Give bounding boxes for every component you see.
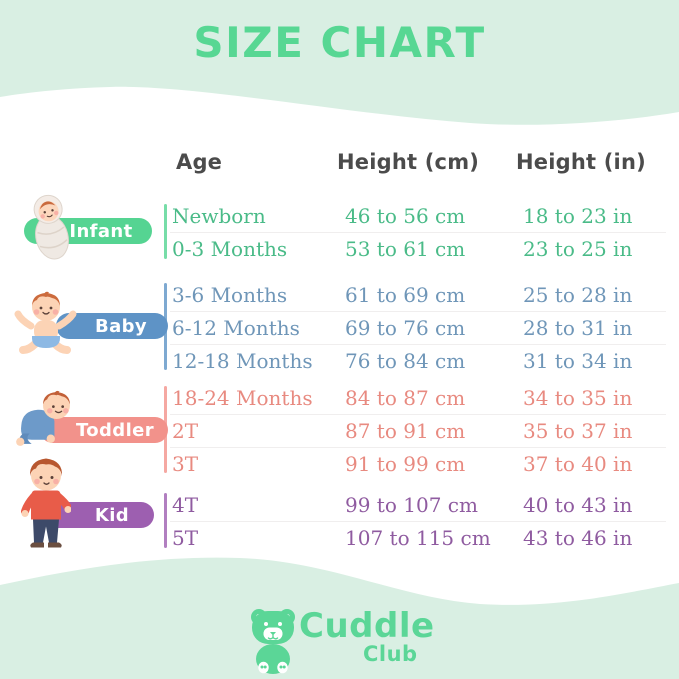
group-accent-line — [164, 493, 167, 548]
table-row: 18-24 Months 84 to 87 cm 34 to 35 in — [170, 382, 666, 414]
group-accent-line — [164, 204, 167, 259]
height-cm-cell: 99 to 107 cm — [345, 493, 478, 517]
size-rows: Newborn 46 to 56 cm 18 to 23 in 0-3 Mont… — [170, 200, 666, 264]
sitting-baby-icon — [14, 291, 77, 354]
height-in-cell: 35 to 37 in — [523, 419, 633, 443]
header-age: Age — [176, 150, 223, 174]
height-cm-cell: 87 to 91 cm — [345, 419, 466, 443]
age-cell: 6-12 Months — [172, 316, 300, 340]
brand-logo: Cuddle Club — [0, 600, 679, 679]
height-in-cell: 43 to 46 in — [523, 526, 633, 550]
height-in-cell: 23 to 25 in — [523, 237, 633, 261]
height-in-cell: 25 to 28 in — [523, 283, 633, 307]
height-cm-cell: 91 to 99 cm — [345, 452, 466, 476]
size-group-infant: Infant Newborn 46 to 56 cm 18 to 23 in 0… — [0, 194, 679, 264]
table-row: 5T 107 to 115 cm 43 to 46 in — [170, 521, 666, 554]
swaddled-infant-icon — [33, 194, 69, 260]
table-row: 6-12 Months 69 to 76 cm 28 to 31 in — [170, 311, 666, 344]
height-cm-cell: 107 to 115 cm — [345, 526, 491, 550]
height-cm-cell: 84 to 87 cm — [345, 386, 466, 410]
height-in-cell: 28 to 31 in — [523, 316, 633, 340]
age-cell: 2T — [172, 419, 199, 443]
size-rows: 18-24 Months 84 to 87 cm 34 to 35 in 2T … — [170, 382, 666, 478]
group-label-text: Toddler — [75, 419, 155, 441]
height-in-cell: 18 to 23 in — [523, 204, 633, 228]
table-row: 3-6 Months 61 to 69 cm 25 to 28 in — [170, 279, 666, 311]
table-header-row: Age Height (cm) Height (in) — [0, 150, 679, 180]
size-rows: 3-6 Months 61 to 69 cm 25 to 28 in 6-12 … — [170, 279, 666, 375]
table-row: 0-3 Months 53 to 61 cm 23 to 25 in — [170, 232, 666, 265]
age-cell: 18-24 Months — [172, 386, 313, 410]
table-row: 2T 87 to 91 cm 35 to 37 in — [170, 414, 666, 447]
crawling-toddler-icon — [16, 390, 70, 446]
table-row: 3T 91 to 99 cm 37 to 40 in — [170, 447, 666, 480]
age-cell: 4T — [172, 493, 199, 517]
table-row: 4T 99 to 107 cm 40 to 43 in — [170, 489, 666, 521]
table-row: Newborn 46 to 56 cm 18 to 23 in — [170, 200, 666, 232]
height-cm-cell: 46 to 56 cm — [345, 204, 466, 228]
height-in-cell: 31 to 34 in — [523, 349, 633, 373]
header-height-in: Height (in) — [516, 150, 646, 174]
size-group-toddler: Toddler 18-24 Months 84 to 87 cm 34 to 3… — [0, 382, 679, 478]
group-label-text: Baby — [94, 315, 148, 337]
age-cell: 5T — [172, 526, 199, 550]
age-cell: 3T — [172, 452, 199, 476]
age-cell: 12-18 Months — [172, 349, 313, 373]
size-group-kid: Kid 4T 99 to 107 cm 40 to 43 in 5T 107 t… — [0, 458, 679, 553]
height-cm-cell: 76 to 84 cm — [345, 349, 466, 373]
height-cm-cell: 53 to 61 cm — [345, 237, 466, 261]
size-group-baby: Baby 3-6 Months 61 to 69 cm 25 to 28 in … — [0, 279, 679, 375]
brand-name: Cuddle — [299, 606, 435, 646]
brand-sub-name: Club — [363, 642, 418, 666]
page-title: SIZE CHART — [193, 18, 486, 67]
group-label-toddler: Toddler — [40, 417, 168, 443]
table-row: 12-18 Months 76 to 84 cm 31 to 34 in — [170, 344, 666, 377]
height-cm-cell: 69 to 76 cm — [345, 316, 466, 340]
group-label-text: Kid — [94, 504, 130, 526]
height-in-cell: 40 to 43 in — [523, 493, 633, 517]
size-rows: 4T 99 to 107 cm 40 to 43 in 5T 107 to 11… — [170, 489, 666, 553]
standing-kid-icon — [21, 458, 71, 548]
height-in-cell: 37 to 40 in — [523, 452, 633, 476]
age-cell: 0-3 Months — [172, 237, 288, 261]
teddy-bear-icon — [251, 609, 295, 674]
age-cell: Newborn — [172, 204, 266, 228]
height-in-cell: 34 to 35 in — [523, 386, 633, 410]
height-cm-cell: 61 to 69 cm — [345, 283, 466, 307]
age-cell: 3-6 Months — [172, 283, 288, 307]
group-label-text: Infant — [69, 220, 133, 242]
header-height-cm: Height (cm) — [337, 150, 480, 174]
